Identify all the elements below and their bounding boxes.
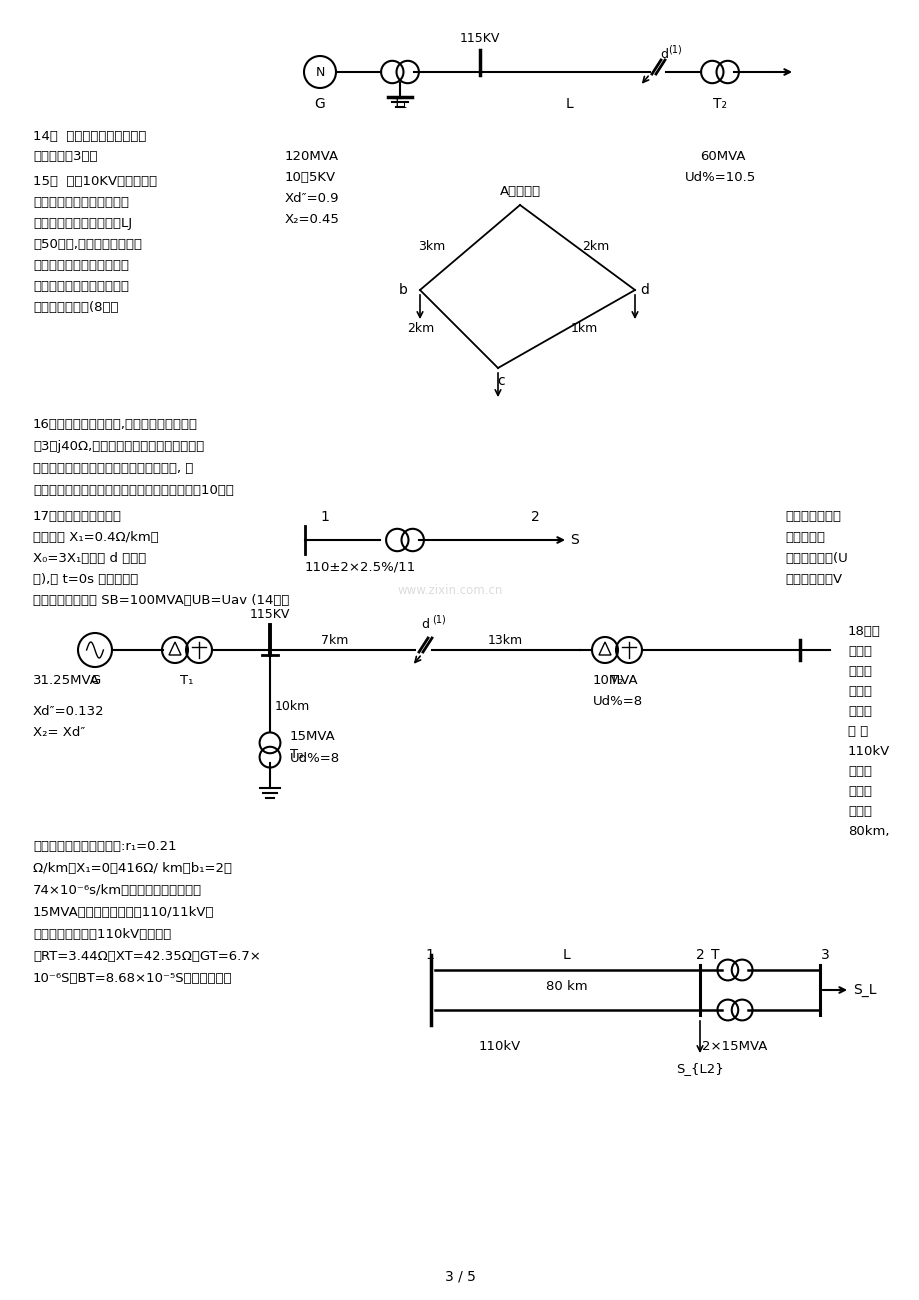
Text: 16．降压变压器电压为,归算到高压侧的阻抗: 16．降压变压器电压为,归算到高压侧的阻抗: [33, 419, 198, 432]
Text: 相),求 t=0s 时故障点处: 相),求 t=0s 时故障点处: [33, 573, 138, 586]
Text: 两台并联后归算到110kV侧的参数: 两台并联后归算到110kV侧的参数: [33, 928, 171, 941]
Text: T₁: T₁: [392, 98, 406, 111]
Text: 10．5KV: 10．5KV: [285, 172, 335, 185]
Text: 1: 1: [320, 510, 329, 524]
Text: Ud%=8: Ud%=8: [289, 751, 340, 764]
Text: 分布、标出功率分点并求其: 分布、标出功率分点并求其: [33, 280, 129, 292]
Text: 14．  画出两相短路时的复合: 14． 画出两相短路时的复合: [33, 130, 146, 143]
Text: X₂=0.45: X₂=0.45: [285, 213, 339, 226]
Text: c: c: [496, 374, 505, 387]
Text: 为RT=3.44Ω，XT=42.35Ω，GT=6.7×: 为RT=3.44Ω，XT=42.35Ω，GT=6.7×: [33, 950, 261, 963]
Text: 3 / 5: 3 / 5: [444, 1270, 475, 1284]
Text: Xd″=0.9: Xd″=0.9: [285, 192, 339, 205]
Text: Ud%=8: Ud%=8: [593, 696, 642, 708]
Text: 几何均距相同，导线型号LJ: 几何均距相同，导线型号LJ: [33, 217, 132, 230]
Text: 2km: 2km: [582, 240, 608, 254]
Text: 115KV: 115KV: [250, 608, 289, 621]
Text: 15MVA: 15MVA: [289, 731, 335, 744]
Text: 10MVA: 10MVA: [593, 673, 638, 686]
Text: A（电源）: A（电源）: [499, 185, 540, 198]
Text: (1): (1): [667, 46, 681, 55]
Text: 压 为: 压 为: [847, 725, 868, 738]
Text: T₃: T₃: [289, 749, 303, 762]
Text: 115KV: 115KV: [460, 32, 500, 46]
Text: G: G: [90, 673, 100, 686]
Text: 80km,: 80km,: [847, 826, 889, 838]
Text: 60MVA: 60MVA: [699, 150, 744, 162]
Text: 17．电气接线如下图所: 17．电气接线如下图所: [33, 510, 122, 523]
Text: 3km: 3km: [417, 240, 445, 254]
Text: d: d: [421, 618, 428, 630]
Text: 74×10⁻⁶s/km。变电所有两台容量为: 74×10⁻⁶s/km。变电所有两台容量为: [33, 884, 202, 897]
Text: 其单回输电线路的参数为:r₁=0.21: 其单回输电线路的参数为:r₁=0.21: [33, 840, 176, 853]
Text: 序网图。（3分）: 序网图。（3分）: [33, 150, 97, 162]
Text: 电抗均取 X₁=0.4Ω/km，: 电抗均取 X₁=0.4Ω/km，: [33, 530, 159, 543]
Text: 7km: 7km: [321, 634, 348, 647]
Text: T: T: [710, 948, 719, 962]
Text: T₂: T₂: [609, 673, 623, 686]
Text: 为3＋j40Ω,在最大负荷和最小负荷时通过变: 为3＋j40Ω,在最大负荷和最小负荷时通过变: [33, 439, 204, 452]
Text: 1: 1: [425, 948, 434, 962]
Text: 13km: 13km: [487, 634, 522, 647]
Text: d: d: [640, 283, 648, 296]
Text: 压侧要求顺调压。试选择变压器分接头电压。（10分）: 压侧要求顺调压。试选择变压器分接头电压。（10分）: [33, 484, 233, 497]
Text: 统如图: 统如图: [847, 666, 871, 679]
Text: 2: 2: [695, 948, 704, 962]
Text: 的短路电流及V: 的短路电流及V: [784, 573, 841, 586]
Text: 相电压。计算时取 SB=100MVA，UB=Uav (14分）: 相电压。计算时取 SB=100MVA，UB=Uav (14分）: [33, 594, 289, 607]
Text: (1): (1): [432, 615, 446, 625]
Text: 荷均在图中标出，求其功率: 荷均在图中标出，求其功率: [33, 259, 129, 272]
Text: 零序电抗取: 零序电抗取: [784, 530, 824, 543]
Text: 10⁻⁶S，BT=8.68×10⁻⁵S。如果线路首: 10⁻⁶S，BT=8.68×10⁻⁵S。如果线路首: [33, 972, 233, 985]
Text: 110kV: 110kV: [847, 745, 890, 758]
Text: 18。某: 18。某: [847, 625, 879, 638]
Text: Ω/km，X₁=0。416Ω/ km，b₁=2。: Ω/km，X₁=0。416Ω/ km，b₁=2。: [33, 862, 232, 875]
Text: 10km: 10km: [275, 699, 310, 712]
Text: 输电线: 输电线: [847, 785, 871, 798]
Text: 2×15MVA: 2×15MVA: [701, 1040, 766, 1053]
Text: 2: 2: [530, 510, 539, 524]
Text: 各段导线的排列方式及线间: 各段导线的排列方式及线间: [33, 196, 129, 209]
Text: 110±2×2.5%/11: 110±2×2.5%/11: [304, 560, 415, 573]
Text: 1km: 1km: [571, 322, 597, 335]
Text: www.zixin.com.cn: www.zixin.com.cn: [397, 584, 502, 597]
Text: 110kV: 110kV: [479, 1040, 520, 1053]
Text: 15．  图示10KV环形电网，: 15． 图示10KV环形电网，: [33, 176, 157, 188]
Text: T₁: T₁: [180, 673, 194, 686]
Text: 2km: 2km: [406, 322, 434, 335]
Text: S_{L2}: S_{L2}: [675, 1062, 723, 1075]
Text: b: b: [399, 283, 407, 296]
Text: T₂: T₂: [712, 98, 726, 111]
Text: L: L: [562, 948, 571, 962]
Text: 31.25MVA: 31.25MVA: [33, 673, 100, 686]
Text: S: S: [570, 533, 578, 547]
Text: L: L: [565, 98, 573, 111]
Text: 单相接地短路(U: 单相接地短路(U: [784, 552, 846, 566]
Text: 路，长: 路，长: [847, 805, 871, 818]
Text: 的双回: 的双回: [847, 764, 871, 777]
Text: 额定电: 额定电: [847, 705, 871, 718]
Text: 示，架空线正序: 示，架空线正序: [784, 510, 840, 523]
Text: 电力系: 电力系: [847, 645, 871, 658]
Text: 压器的功率分别为。高压侧的电压分别为, 低: 压器的功率分别为。高压侧的电压分别为, 低: [33, 462, 193, 474]
Text: X₀=3X₁，若在 d 点发生: X₀=3X₁，若在 d 点发生: [33, 552, 146, 566]
Text: －50，其,线路长度及用户负: －50，其,线路长度及用户负: [33, 238, 142, 251]
Text: 最大电压损耗。(8分）: 最大电压损耗。(8分）: [33, 302, 119, 315]
Text: 80 km: 80 km: [546, 979, 587, 992]
Text: 120MVA: 120MVA: [285, 150, 339, 162]
Text: d: d: [659, 48, 667, 61]
Text: S_L: S_L: [852, 983, 876, 997]
Text: 3: 3: [820, 948, 828, 962]
Text: X₂= Xd″: X₂= Xd″: [33, 725, 85, 738]
Text: N: N: [315, 65, 324, 78]
Text: G: G: [314, 98, 325, 111]
Text: 15MVA的变压器，变比为110/11kV，: 15MVA的变压器，变比为110/11kV，: [33, 906, 214, 919]
Text: Ud%=10.5: Ud%=10.5: [685, 172, 755, 185]
Text: Xd″=0.132: Xd″=0.132: [33, 705, 105, 718]
Text: 所示，: 所示，: [847, 685, 871, 698]
